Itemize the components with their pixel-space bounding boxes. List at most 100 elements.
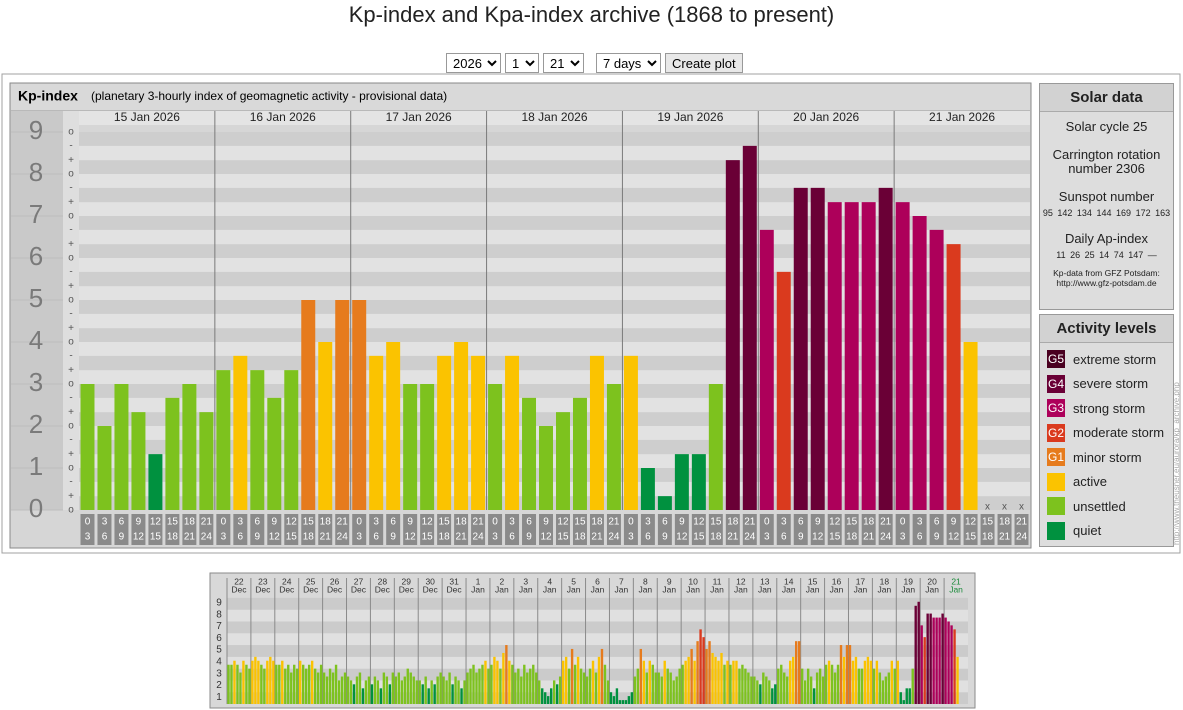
bar [956,656,959,704]
grid-band [79,397,1030,413]
solar-title: Solar data [1040,84,1173,112]
bar [905,688,908,704]
levels-title: Activity levels [1040,315,1173,343]
level-label: unsettled [1073,498,1126,514]
bar [364,680,368,704]
grid-band [79,384,1030,398]
minor-tick-label: o [68,379,74,390]
hour-to: 15 [286,532,298,543]
bar [674,454,689,510]
level-swatch: G1 [1047,448,1065,467]
day-number: 5 [571,576,576,586]
ap-values: 11 26 25 14 74 147 — [1040,250,1173,260]
grid-band [227,656,968,669]
bar [756,680,759,704]
hour-box [233,514,248,545]
bar [777,668,780,704]
minor-tick-label: o [68,337,74,348]
create-plot-button[interactable]: Create plot [665,53,743,73]
bar [233,355,248,510]
day-month: Jan [638,584,652,594]
range-select[interactable]: 7 days [596,53,661,73]
bar [793,187,808,511]
hour-to: 3 [900,532,906,543]
month-select[interactable]: 1 [505,53,539,73]
day-number: 8 [643,576,648,586]
hour-box [946,514,961,545]
bar [367,676,371,704]
hour-to: 9 [255,532,261,543]
bar [335,300,350,510]
bar [573,664,577,704]
bar [472,664,475,704]
hour-to: 15 [150,532,162,543]
bar [681,664,684,704]
level-swatch: G2 [1047,423,1065,442]
bar [182,384,197,510]
bar [938,617,941,704]
bar [600,648,604,704]
hour-to: 6 [102,532,108,543]
bar [844,202,859,510]
bar [488,384,503,510]
bar [245,664,248,704]
bar [854,656,858,704]
bar [776,271,791,510]
day-month: Jan [615,584,629,594]
y-tick-label: 4 [29,325,43,355]
day-number: 11 [713,576,722,586]
bar [640,468,655,510]
hour-box [216,514,231,545]
bar [272,660,275,704]
minor-tick-label: o [68,169,74,180]
hour-box [556,514,570,545]
bar [376,680,380,704]
bar [881,680,885,704]
level-label: extreme storm [1073,351,1157,367]
day-month: Jan [495,584,509,594]
hour-to: 3 [628,532,634,543]
bar [331,672,335,704]
day-label: 20 Jan 2026 [793,110,859,124]
grid-band [227,668,968,681]
day-row [79,111,1030,125]
day-month: Jan [901,584,915,594]
bar [582,672,586,704]
bar [729,664,732,704]
hour-box [386,514,401,545]
bar [475,672,478,704]
hour-from: 21 [337,517,349,528]
day-number: 7 [619,576,624,586]
minor-tick-label: o [68,211,74,222]
bar [216,370,231,510]
bar [869,660,873,704]
bar [523,664,526,704]
hour-to: 9 [934,532,940,543]
hour-box [997,514,1012,545]
bar [963,342,978,510]
bar [517,668,520,704]
bar [544,692,547,704]
hour-from: 6 [662,517,668,528]
day-month: Dec [255,584,271,594]
bar [343,672,347,704]
hour-from: 12 [150,517,162,528]
bar [319,664,323,704]
ap-value: 14 [1099,250,1110,260]
bar [579,668,583,704]
day-month: Jan [591,584,605,594]
hour-box [623,514,638,545]
year-select[interactable]: 2026 [446,53,501,73]
grid-band [79,271,1030,287]
bar [887,672,891,704]
day-select[interactable]: 21 [543,53,584,73]
grid-band [79,244,1030,258]
hour-from: 9 [272,517,278,528]
bar [572,397,587,510]
bar [257,660,260,704]
ap-value: 26 [1070,250,1081,260]
bar [624,700,628,704]
bar [642,660,646,704]
hour-box [980,514,995,545]
bar [355,676,359,704]
